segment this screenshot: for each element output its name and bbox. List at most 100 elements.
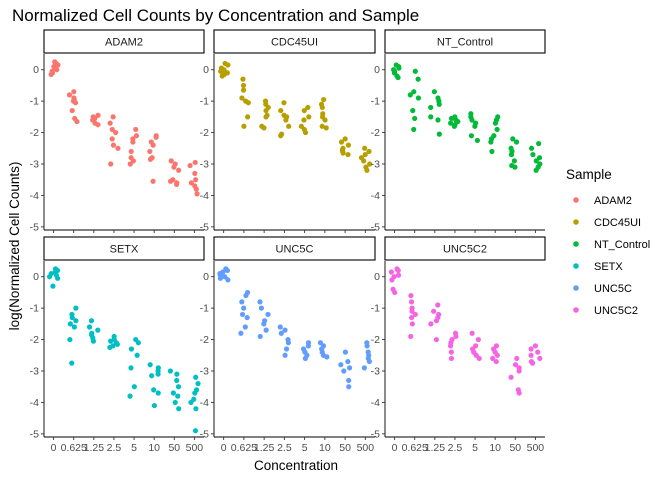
- y-tick-label: -5: [30, 428, 39, 440]
- data-point: [174, 371, 180, 377]
- data-point: [412, 68, 418, 74]
- data-point: [283, 346, 290, 352]
- data-point: [305, 343, 312, 349]
- facet-strip: [43, 236, 205, 261]
- data-point: [242, 324, 248, 330]
- data-point: [282, 327, 288, 333]
- data-point: [225, 277, 231, 283]
- data-point: [528, 145, 535, 151]
- data-point: [257, 333, 263, 340]
- data-point: [240, 76, 246, 82]
- y-tick-label: -4: [200, 397, 209, 409]
- data-point: [389, 277, 395, 283]
- x-tick-label: 1.25: [254, 442, 275, 454]
- data-point: [245, 100, 251, 106]
- x-tick-label: 0: [221, 442, 227, 454]
- y-tick-label: -2: [200, 127, 209, 139]
- legend-label: UNC5C2: [594, 305, 638, 317]
- data-point: [533, 167, 539, 173]
- data-point: [412, 115, 418, 122]
- y-tick-label: -2: [30, 334, 39, 346]
- data-point: [361, 158, 367, 164]
- data-point: [395, 267, 401, 274]
- data-point: [66, 92, 73, 98]
- data-point: [53, 60, 59, 67]
- data-point: [278, 133, 284, 139]
- facet-strip-label: UNC5C: [276, 244, 314, 256]
- data-point: [133, 126, 139, 133]
- y-tick-label: 0: [203, 64, 209, 76]
- data-point: [345, 142, 352, 148]
- facet-panel-NT_Control: NT_Control0-1-2-3-4-500.6251.252.5510505…: [371, 29, 546, 247]
- data-point: [451, 123, 457, 129]
- data-point: [301, 117, 307, 123]
- data-point: [338, 139, 345, 145]
- data-point: [508, 151, 515, 158]
- y-tick-label: -3: [30, 159, 39, 171]
- data-point: [73, 318, 79, 324]
- data-point: [95, 122, 101, 128]
- data-point: [192, 390, 198, 396]
- data-point: [468, 133, 475, 139]
- legend-key: [573, 241, 579, 247]
- data-point: [415, 95, 422, 101]
- facet-strip: [384, 29, 546, 54]
- data-point: [240, 87, 247, 93]
- data-point: [114, 341, 120, 347]
- data-point: [431, 89, 437, 95]
- data-point: [321, 96, 327, 103]
- y-tick-label: -4: [200, 190, 209, 202]
- data-point: [224, 267, 231, 274]
- data-point: [435, 117, 441, 123]
- data-point: [448, 349, 454, 355]
- data-point: [241, 123, 247, 129]
- data-point: [170, 390, 176, 396]
- data-point: [240, 82, 247, 89]
- x-tick-label: 2.5: [277, 442, 292, 454]
- data-point: [411, 126, 417, 133]
- y-tick-label: 0: [33, 64, 39, 76]
- x-tick-label: 500: [186, 442, 204, 454]
- data-point: [345, 151, 351, 158]
- data-point: [490, 355, 496, 362]
- data-point: [175, 384, 182, 390]
- data-point: [188, 399, 194, 406]
- data-point: [364, 167, 370, 173]
- data-point: [108, 161, 114, 167]
- data-point: [134, 352, 140, 358]
- data-point: [188, 180, 194, 186]
- data-point: [410, 107, 416, 114]
- data-point: [366, 358, 372, 365]
- data-point: [193, 177, 199, 183]
- x-tick-label: 500: [357, 442, 375, 454]
- data-point: [409, 308, 415, 314]
- y-tick-label: -3: [200, 366, 209, 378]
- data-point: [338, 362, 344, 368]
- data-point: [192, 170, 198, 177]
- data-point: [492, 120, 499, 126]
- data-point: [263, 107, 269, 114]
- data-point: [133, 133, 140, 139]
- data-point: [306, 114, 312, 120]
- legend: Sample ADAM2 CDC45UI NT_Control SETX UNC5C UN…: [566, 167, 650, 317]
- data-point: [283, 117, 289, 123]
- data-point: [90, 338, 97, 344]
- data-point: [243, 292, 249, 299]
- x-tick-label: 500: [527, 442, 545, 454]
- data-point: [115, 145, 121, 151]
- data-point: [261, 125, 267, 131]
- y-tick-label: -3: [371, 366, 380, 378]
- data-point: [361, 365, 367, 371]
- facet-strip: [384, 236, 546, 261]
- data-point: [128, 346, 135, 352]
- x-tick-label: 5: [302, 442, 308, 454]
- data-point: [494, 126, 500, 133]
- data-point: [535, 349, 541, 355]
- data-point: [447, 343, 454, 349]
- data-point: [258, 305, 264, 311]
- data-point: [86, 324, 93, 330]
- data-point: [508, 374, 514, 380]
- data-point: [528, 346, 534, 352]
- data-point: [388, 269, 394, 275]
- data-point: [474, 137, 481, 144]
